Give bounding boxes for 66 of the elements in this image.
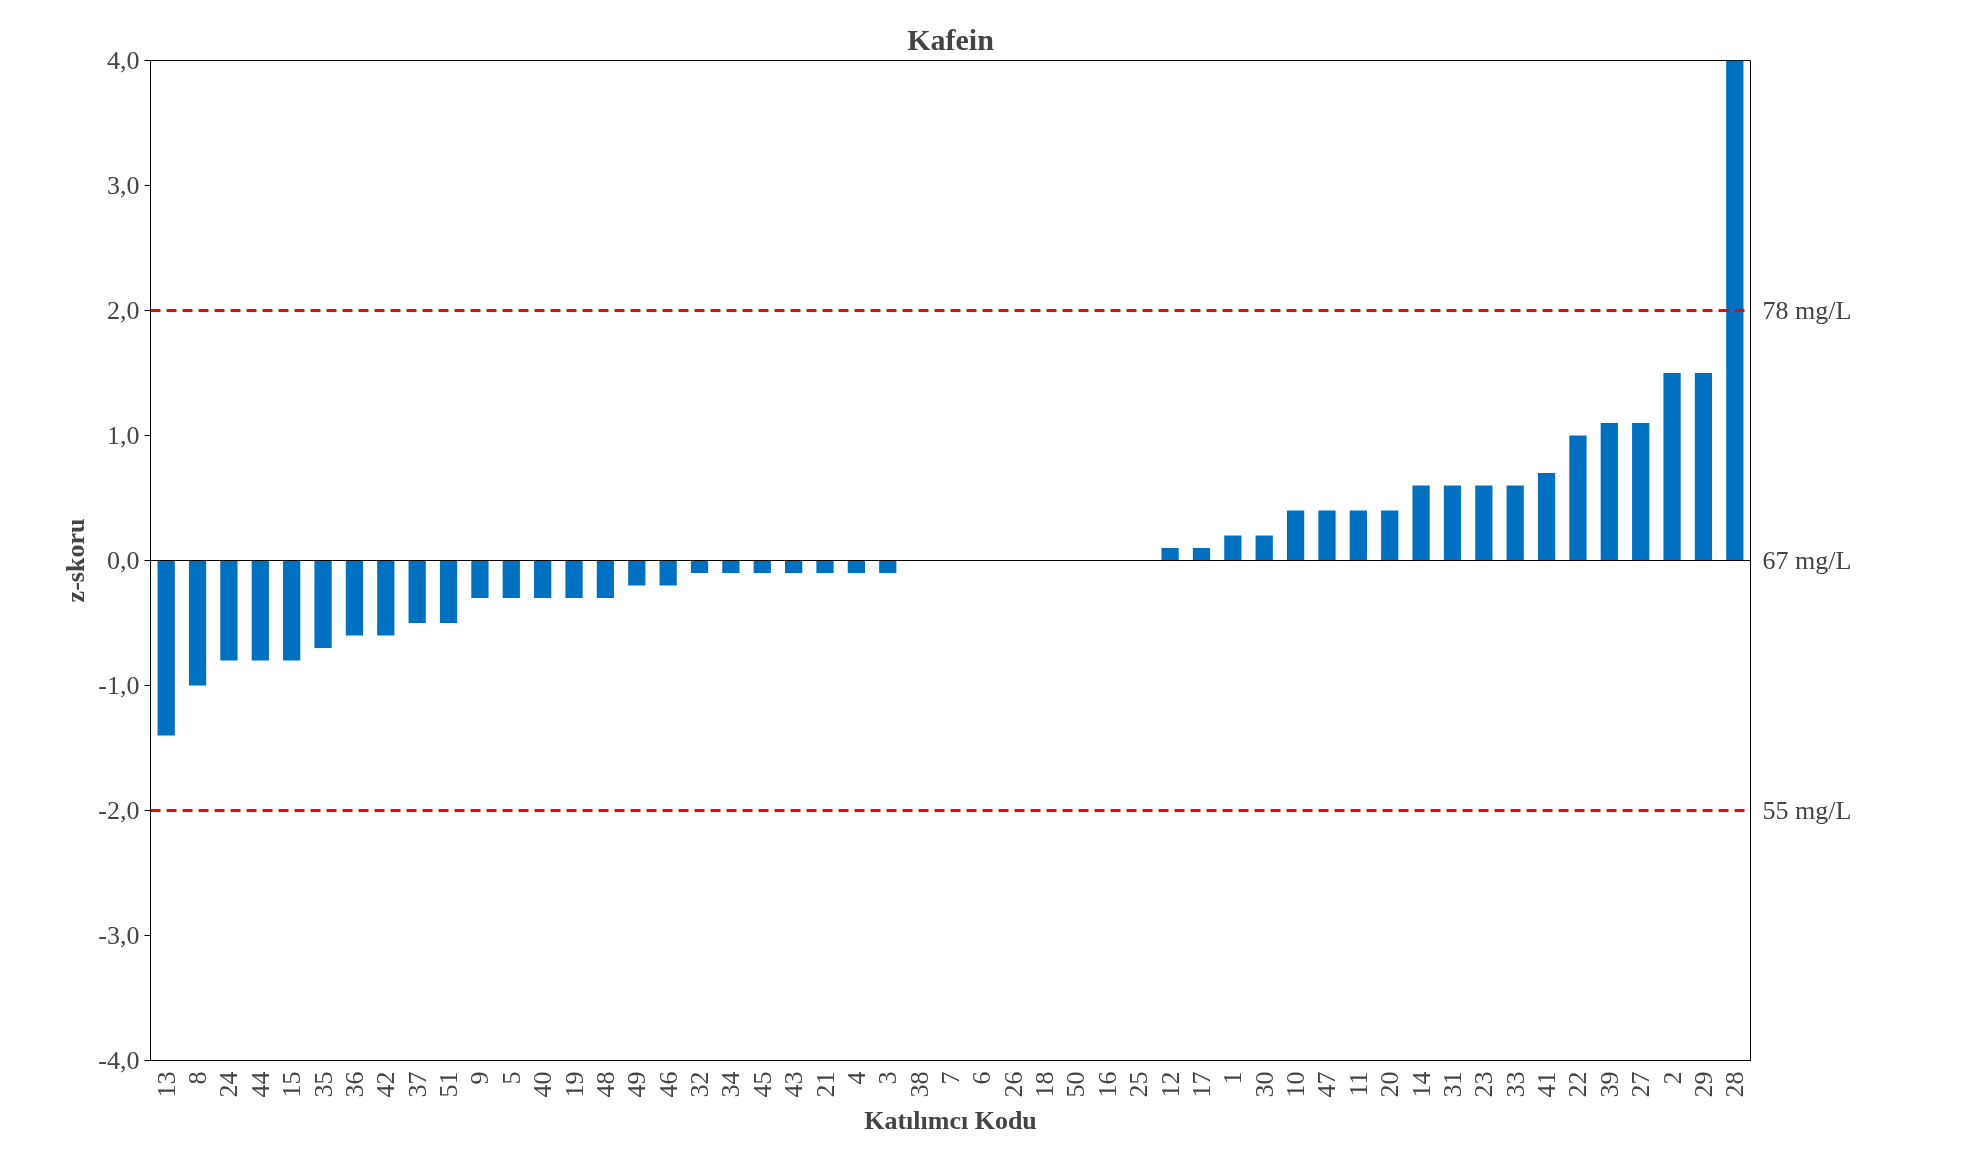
x-tick-label: 24: [214, 1071, 244, 1098]
x-tick-label: 5: [496, 1071, 526, 1085]
x-tick-label: 40: [528, 1071, 558, 1098]
x-tick-label: 19: [559, 1071, 589, 1098]
x-tick-label: 1: [1218, 1071, 1248, 1085]
x-tick-label: 50: [1061, 1071, 1091, 1098]
x-tick-label: 7: [936, 1071, 965, 1085]
x-tick-label: 27: [1626, 1071, 1656, 1098]
x-axis-title: Katılımcı Kodu: [864, 1105, 1037, 1135]
x-tick-label: 4: [841, 1071, 871, 1085]
x-tick-label: 2: [1657, 1071, 1687, 1085]
y-tick-label: 1,0: [107, 421, 140, 450]
x-tick-label: 38: [904, 1071, 934, 1098]
x-tick-label: 17: [1186, 1071, 1216, 1098]
x-tick-label: 25: [1124, 1071, 1154, 1098]
x-tick-label: 37: [402, 1071, 432, 1098]
x-tick-label: 47: [1312, 1071, 1342, 1098]
x-tick-label: 16: [1092, 1071, 1122, 1098]
x-tick-label: 10: [1281, 1071, 1311, 1098]
x-tick-label: 26: [998, 1071, 1028, 1098]
ref-line-label: 78 mg/L: [1762, 296, 1852, 325]
x-tick-label: 8: [183, 1071, 213, 1085]
x-tick-label: 30: [1249, 1071, 1279, 1098]
x-tick-label: 20: [1375, 1071, 1405, 1098]
x-tick-label: 6: [967, 1071, 997, 1085]
x-tick-label: 3: [873, 1071, 903, 1085]
x-tick-label: 46: [653, 1071, 683, 1098]
x-tick-label: 18: [1030, 1071, 1060, 1098]
x-tick-label: 11: [1343, 1071, 1373, 1097]
y-tick-label: -1,0: [98, 671, 140, 700]
x-tick-label: 45: [747, 1071, 777, 1098]
x-tick-label: 35: [308, 1071, 338, 1098]
y-tick-label: 2,0: [107, 296, 140, 325]
x-tick-label: 51: [434, 1071, 464, 1098]
x-tick-label: 15: [277, 1071, 307, 1098]
x-tick-label: 41: [1532, 1071, 1562, 1098]
x-tick-label: 32: [685, 1071, 715, 1098]
y-tick-label: -4,0: [98, 1046, 140, 1075]
x-tick-label: 43: [779, 1071, 809, 1098]
x-tick-label: 39: [1594, 1071, 1624, 1098]
x-tick-label: 12: [1155, 1071, 1185, 1098]
x-tick-label: 42: [371, 1071, 401, 1098]
chart-title: Kafein: [907, 22, 995, 56]
x-tick-label: 44: [245, 1071, 275, 1098]
x-tick-label: 31: [1437, 1071, 1467, 1098]
y-tick-label: 3,0: [107, 171, 140, 200]
x-tick-label: 28: [1720, 1071, 1750, 1098]
x-tick-label: 48: [590, 1071, 620, 1098]
y-tick-label: -3,0: [98, 921, 140, 950]
x-tick-label: 33: [1500, 1071, 1530, 1098]
x-tick-label: 36: [339, 1071, 369, 1098]
x-tick-label: 21: [810, 1071, 840, 1098]
y-axis-title: z-skoru: [61, 518, 91, 603]
x-tick-label: 9: [465, 1071, 495, 1085]
x-tick-label: 22: [1563, 1071, 1593, 1098]
y-tick-label: 4,0: [107, 46, 140, 75]
ref-line-label: 67 mg/L: [1762, 546, 1852, 575]
x-tick-label: 14: [1406, 1071, 1436, 1098]
ref-line-label: 55 mg/L: [1762, 796, 1852, 825]
y-tick-label: -2,0: [98, 796, 140, 825]
x-tick-label: 29: [1688, 1071, 1718, 1098]
x-tick-label: 49: [622, 1071, 652, 1098]
x-tick-label: 23: [1469, 1071, 1499, 1098]
x-tick-label: 13: [151, 1071, 181, 1098]
x-tick-label: 34: [716, 1071, 746, 1098]
y-tick-label: 0,0: [107, 546, 140, 575]
